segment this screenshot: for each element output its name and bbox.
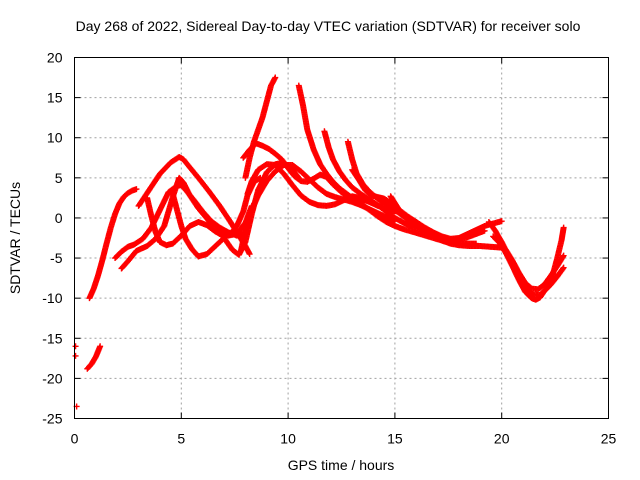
data-point — [560, 224, 567, 231]
data-point — [272, 74, 279, 81]
data-points — [72, 74, 567, 410]
series-arc-1 — [84, 343, 104, 372]
series-arc-2 — [86, 186, 140, 302]
y-tick-label: 20 — [47, 50, 63, 66]
data-point — [560, 264, 567, 271]
y-tick-label: -25 — [42, 411, 62, 427]
data-point — [498, 218, 505, 225]
x-tick-label: 10 — [280, 431, 296, 447]
data-point — [559, 265, 566, 272]
x-tick-label: 15 — [387, 431, 403, 447]
y-tick-label: 15 — [47, 90, 63, 106]
axis-ticks: 0 5 10 15 20 25 -25 -20 -15 -10 -5 0 5 10 15 20 — [42, 50, 616, 447]
y-tick-label: -5 — [50, 250, 63, 266]
series-arc-12 — [295, 82, 480, 247]
x-tick-label: 5 — [177, 431, 185, 447]
grid — [74, 57, 609, 419]
y-tick-label: 0 — [55, 210, 63, 226]
y-tick-label: 10 — [47, 130, 63, 146]
data-point — [560, 252, 567, 259]
chart-title: Day 268 of 2022, Sidereal Day-to-day VTE… — [76, 18, 581, 34]
series-arc-5 — [135, 153, 253, 258]
data-point — [72, 343, 79, 350]
x-tick-label: 20 — [494, 431, 510, 447]
series-arc-19 — [502, 247, 567, 293]
x-tick-label: 25 — [601, 431, 617, 447]
data-point — [72, 352, 79, 359]
x-tick-label: 0 — [71, 431, 79, 447]
plot-frame — [74, 57, 609, 419]
data-point — [246, 251, 253, 258]
y-axis-label: SDTVAR / TECUs — [7, 182, 23, 294]
data-point — [133, 186, 140, 193]
y-tick-label: -10 — [42, 290, 62, 306]
y-tick-label: 5 — [55, 170, 63, 186]
x-axis-label: GPS time / hours — [288, 457, 395, 473]
series-arc-10 — [242, 74, 279, 181]
y-tick-label: -20 — [42, 370, 62, 386]
series-isolated-points — [72, 343, 80, 410]
y-tick-label: -15 — [42, 330, 62, 346]
data-point — [97, 343, 104, 350]
